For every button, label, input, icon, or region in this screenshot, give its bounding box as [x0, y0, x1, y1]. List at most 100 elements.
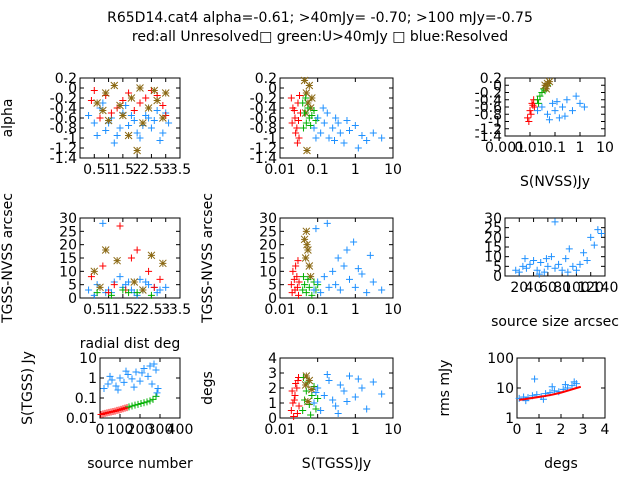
data-point: [124, 131, 133, 140]
data-point: [130, 107, 138, 114]
data-point: [559, 103, 567, 111]
data-point: [299, 286, 307, 294]
data-point: [161, 89, 170, 97]
data-point: [308, 392, 316, 399]
data-point: [538, 89, 546, 96]
data-point: [116, 101, 124, 110]
data-point: [320, 392, 328, 399]
data-point: [295, 134, 303, 142]
data-point: [162, 283, 170, 291]
data-point: [114, 386, 122, 394]
x-axis-label: degs: [544, 456, 578, 472]
y-axis-label: TGSS-NVSS arcsec: [200, 193, 216, 324]
data-point: [522, 264, 530, 272]
series-olive: [541, 77, 554, 93]
data-point: [144, 372, 152, 380]
series-blue: [100, 360, 162, 397]
data-point: [310, 124, 318, 132]
data-point: [136, 134, 144, 142]
data-point: [543, 110, 551, 118]
data-point: [336, 381, 344, 389]
data-point: [156, 286, 164, 294]
data-point: [354, 265, 362, 273]
data-point: [568, 382, 576, 390]
data-point: [363, 137, 371, 144]
data-point: [533, 266, 541, 274]
data-point: [542, 255, 550, 263]
data-point: [93, 132, 101, 139]
series-red: [287, 257, 303, 299]
x-axis-label: S(NVSS)Jy: [520, 174, 590, 190]
series-olive: [300, 227, 315, 281]
data-point: [130, 117, 138, 124]
data-point: [299, 273, 307, 281]
y-tick-label: 25: [484, 221, 502, 237]
y-tick-label: -0.6: [475, 100, 502, 116]
data-point: [299, 124, 307, 132]
data-point: [291, 392, 299, 399]
data-point: [116, 273, 124, 281]
data-point: [358, 384, 366, 392]
data-point: [125, 289, 133, 297]
data-point: [343, 398, 351, 405]
data-point: [299, 407, 307, 414]
x-tick-label: 0: [513, 422, 522, 438]
data-point: [131, 401, 139, 409]
series-red: [87, 222, 164, 297]
data-point: [312, 405, 320, 413]
data-point: [152, 392, 160, 400]
data-point: [314, 114, 322, 122]
data-point: [288, 119, 296, 127]
y-tick-label: 30: [484, 211, 502, 227]
series-red: [287, 374, 303, 420]
data-point: [108, 376, 116, 384]
data-point: [351, 283, 359, 291]
data-point: [317, 407, 325, 414]
x-tick-label: 0.1: [307, 162, 329, 178]
data-point: [136, 99, 144, 107]
data-point: [583, 257, 591, 265]
data-point: [93, 289, 101, 297]
data-point: [130, 383, 138, 391]
data-point: [140, 364, 148, 372]
data-point: [147, 291, 155, 299]
series-red: [87, 87, 170, 122]
data-point: [350, 238, 358, 246]
x-axis-label: source size arcsec: [491, 314, 619, 330]
data-point: [127, 254, 135, 262]
data-point: [287, 94, 295, 102]
data-point: [156, 137, 164, 144]
x-tick-label: 100: [107, 422, 134, 438]
data-point: [302, 372, 311, 380]
data-point: [336, 286, 344, 294]
data-point: [521, 255, 529, 263]
data-point: [378, 134, 386, 142]
data-point: [540, 268, 548, 276]
series-blue: [534, 92, 588, 124]
x-axis-label: source number: [87, 456, 193, 472]
data-point: [290, 396, 298, 404]
data-point: [302, 387, 310, 395]
data-point: [345, 127, 353, 134]
plot-frame: [516, 357, 606, 419]
data-point: [525, 118, 533, 125]
x-tick-label: 2: [133, 162, 142, 178]
y-tick-label: -0.4: [250, 101, 277, 117]
data-point: [293, 139, 301, 147]
data-point: [137, 400, 145, 408]
data-point: [314, 384, 322, 392]
data-point: [85, 286, 93, 294]
data-point: [572, 266, 580, 274]
plot-frame: [99, 357, 181, 419]
y-tick-label: 10: [484, 250, 502, 266]
x-tick-label: 3.5: [169, 162, 191, 178]
y-axis-label: S(TGSS) Jy: [20, 351, 36, 425]
x-tick-label: 10: [384, 162, 402, 178]
data-point: [345, 275, 353, 283]
data-point: [110, 81, 119, 90]
x-tick-label: 20: [510, 280, 528, 296]
data-point: [351, 393, 359, 401]
y-tick-label: 0.1: [75, 391, 97, 407]
data-point: [159, 259, 167, 268]
data-point: [515, 268, 523, 276]
